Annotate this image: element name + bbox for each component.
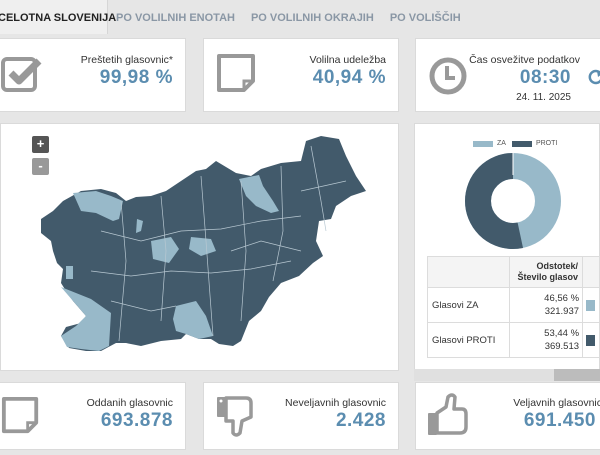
- tab-celotna-slovenija[interactable]: CELOTNA SLOVENIJA: [0, 0, 116, 34]
- legend-item-proti[interactable]: PROTI: [511, 140, 558, 147]
- invalid-label: Neveljavnih glasovnic: [285, 397, 386, 409]
- row-value-proti: 53,44 % 369.513: [509, 322, 584, 358]
- turnout-value: 40,94 %: [312, 67, 386, 88]
- invalid-value: 2.428: [335, 410, 386, 431]
- counted-label: Preštetih glasovnic*: [80, 54, 173, 66]
- tab-po-volilnih-okrajih[interactable]: PO VOLILNIH OKRAJIH: [250, 12, 374, 24]
- cast-value: 693.878: [100, 410, 173, 431]
- legend-label-proti: PROTI: [535, 140, 558, 147]
- map-zoom-in-button[interactable]: +: [32, 136, 49, 153]
- table-row: Glasovi ZA 46,56 % 321.937: [426, 287, 600, 323]
- counted-value: 99,98 %: [99, 67, 173, 88]
- tab-bar: CELOTNA SLOVENIJA PO VOLILNIH ENOTAH PO …: [0, 0, 600, 34]
- checkbox-icon: [1, 57, 42, 92]
- map-card: [0, 123, 399, 371]
- refresh-label: Čas osvežitve podatkov: [469, 54, 580, 66]
- row-label-proti: Glasovi PROTI: [426, 322, 511, 358]
- tab-po-voliscih[interactable]: PO VOLIŠČIH: [389, 12, 461, 24]
- thumbs-down-icon: [217, 396, 253, 437]
- legend-label-za: ZA: [497, 140, 506, 147]
- legend-item-za[interactable]: ZA: [473, 140, 506, 147]
- chart-legend: ZA PROTI: [473, 140, 563, 147]
- slovenia-map[interactable]: [1, 124, 400, 372]
- row-swatch-proti: [582, 322, 600, 358]
- note-icon: [1, 396, 39, 434]
- scrollbar-thumb[interactable]: [554, 369, 600, 381]
- table-row: Glasovi PROTI 53,44 % 369.513: [426, 322, 600, 358]
- refresh-icon[interactable]: [588, 69, 600, 85]
- turnout-card: Volilna udeležba 40,94 %: [203, 38, 399, 112]
- cast-label: Oddanih glasovnic: [86, 397, 173, 409]
- valid-card: Veljavnih glasovnic 691.450: [415, 382, 600, 450]
- clock-icon: [429, 57, 467, 95]
- turnout-label: Volilna udeležba: [309, 54, 386, 66]
- refresh-date: 24. 11. 2025: [516, 92, 571, 103]
- row-label-za: Glasovi ZA: [426, 287, 511, 323]
- cast-card: Oddanih glasovnic 693.878: [0, 382, 186, 450]
- valid-label: Veljavnih glasovnic: [513, 397, 600, 409]
- header-percent-count: Odstotek/Število glasov: [509, 256, 584, 288]
- header-color: [582, 256, 600, 288]
- invalid-card: Neveljavnih glasovnic 2.428: [203, 382, 399, 450]
- thumbs-up-icon: [428, 393, 468, 435]
- tab-po-volilnih-enotah[interactable]: PO VOLILNIH ENOTAH: [116, 12, 235, 24]
- donut-chart[interactable]: [465, 153, 561, 249]
- row-value-za: 46,56 % 321.937: [509, 287, 584, 323]
- chart-scrollbar[interactable]: [414, 369, 600, 381]
- counted-card: Preštetih glasovnic* 99,98 %: [0, 38, 186, 112]
- note-icon: [217, 54, 255, 92]
- row-swatch-za: [582, 287, 600, 323]
- map-zoom-out-button[interactable]: -: [32, 158, 49, 175]
- valid-value: 691.450: [523, 410, 596, 431]
- refresh-time: 08:30: [519, 67, 571, 88]
- header-empty: [426, 256, 511, 288]
- refresh-card: Čas osvežitve podatkov 08:30 24. 11. 202…: [415, 38, 600, 112]
- results-table: Odstotek/Število glasov Glasovi ZA 46,56…: [426, 256, 600, 358]
